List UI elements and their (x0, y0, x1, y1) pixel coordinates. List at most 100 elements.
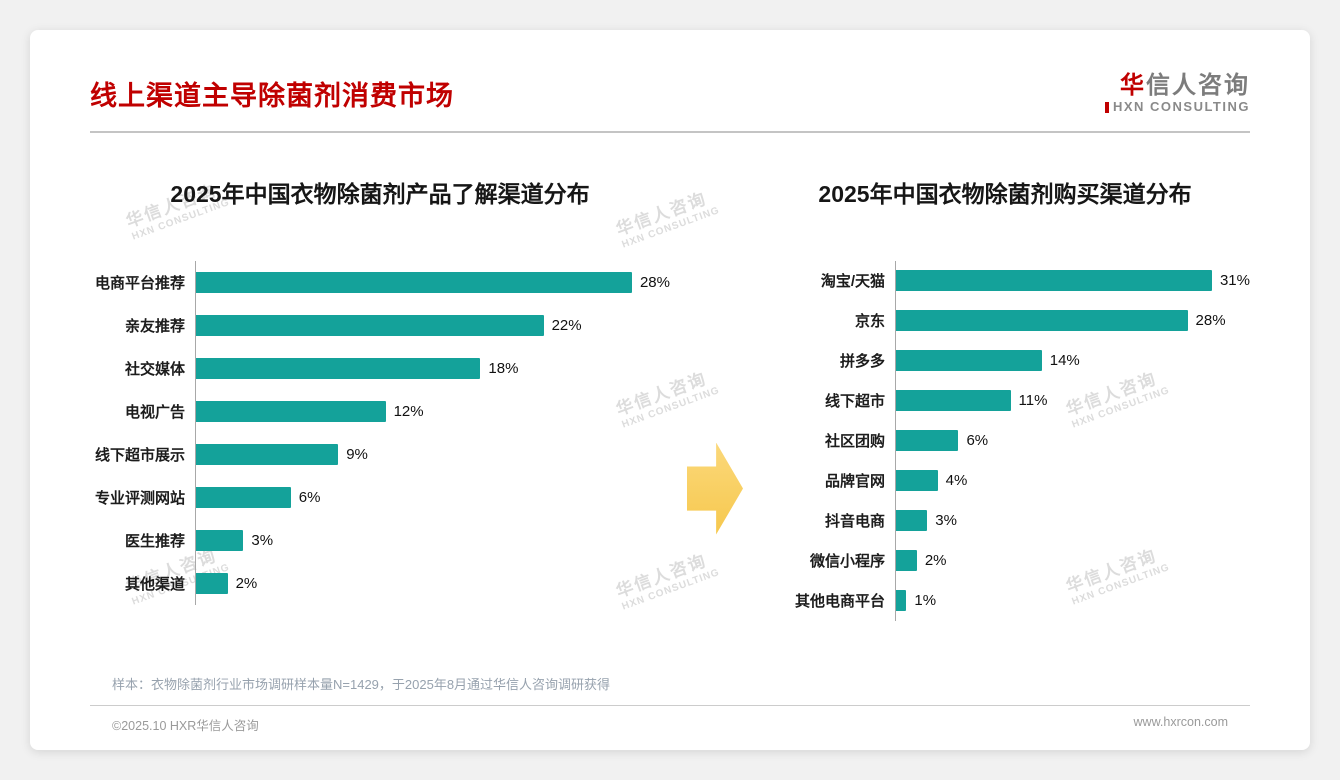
category-label: 京东 (854, 313, 885, 331)
logo-first-char: 华 (1120, 72, 1146, 99)
right-chart-bars: 淘宝/天猫 31% 京东 28% 拼多多 14% 线下超市 11% 社区团购 6% 品牌官网 4% 抖音… (760, 260, 1250, 621)
value-label: 22% (551, 316, 582, 334)
value-label: 6% (298, 488, 321, 506)
category-label: 电商平台推荐 (94, 274, 185, 292)
category-label: 淘宝/天猫 (820, 273, 885, 291)
bar (896, 510, 928, 532)
right-chart-title: 2025年中国衣物除菌剂购买渠道分布 (818, 180, 1192, 207)
bar-row: 京东 28% (760, 300, 1250, 341)
bar (196, 314, 544, 336)
bar (196, 486, 291, 508)
bar-row: 电视广告 12% (90, 389, 670, 433)
bar-row: 微信小程序 2% (760, 540, 1250, 581)
header-divider (90, 130, 1250, 133)
logo-english-text: HXN CONSULTING (1112, 98, 1250, 114)
left-chart-title: 2025年中国衣物除菌剂产品了解渠道分布 (170, 180, 590, 207)
bar-row: 电商平台推荐 28% (90, 260, 670, 304)
bar-row: 品牌官网 4% (760, 460, 1250, 501)
sample-footnote: 样本：衣物除菌剂行业市场调研样本量N=1429，于2025年8月通过华信人咨询调… (112, 677, 611, 692)
bar-track: 28% (895, 300, 1250, 341)
value-label: 1% (914, 592, 937, 610)
value-label: 28% (1195, 312, 1226, 330)
bar (896, 270, 1212, 292)
header: 线上渠道主导除菌剂消费市场 华信人咨询 HXN CONSULTING (90, 72, 1250, 115)
category-label: 微信小程序 (809, 553, 885, 571)
bar-track: 9% (195, 432, 670, 476)
right-arrow-icon (687, 442, 743, 535)
value-label: 9% (346, 445, 368, 463)
copyright-text: ©2025.10 HXR华信人咨询 (112, 719, 259, 733)
value-label: 3% (251, 531, 274, 549)
bar (196, 400, 386, 422)
category-label: 电视广告 (124, 403, 185, 421)
left-chart-bars: 电商平台推荐 28% 亲友推荐 22% 社交媒体 18% 电视广告 12% 线下超市展示 9% 专业… (90, 260, 670, 605)
bar-row: 专业评测网站 6% (90, 475, 670, 519)
footer: ©2025.10 HXR华信人咨询 www.hxrcon.com (90, 706, 1250, 734)
bar-row: 医生推荐 3% (90, 518, 670, 562)
category-label: 其他渠道 (124, 575, 185, 593)
bar-track: 14% (895, 340, 1250, 381)
bar-track: 6% (195, 475, 670, 519)
bar (896, 590, 907, 612)
bar-row: 其他电商平台 1% (760, 580, 1250, 621)
category-label: 亲友推荐 (124, 317, 185, 335)
value-label: 6% (966, 432, 989, 450)
bar-track: 4% (895, 460, 1250, 501)
bar (196, 357, 481, 379)
bar (196, 572, 228, 594)
bar-track: 22% (195, 303, 670, 347)
bar (896, 390, 1011, 412)
value-label: 31% (1219, 272, 1250, 290)
charts-section: 2025年中国衣物除菌剂产品了解渠道分布 电商平台推荐 28% 亲友推荐 22% 社交媒… (90, 175, 1250, 621)
value-label: 11% (1018, 392, 1048, 410)
bar-track: 31% (895, 260, 1250, 301)
bar (196, 529, 244, 551)
bar-track: 3% (195, 518, 670, 562)
value-label: 4% (945, 472, 968, 490)
bar-track: 6% (895, 420, 1250, 461)
bar (896, 310, 1188, 332)
bar-row: 亲友推荐 22% (90, 303, 670, 347)
category-label: 拼多多 (839, 353, 885, 371)
category-label: 社交媒体 (124, 360, 185, 378)
bar-track: 18% (195, 346, 670, 390)
bar-track: 28% (195, 260, 670, 304)
bar-row: 其他渠道 2% (90, 561, 670, 605)
bar-track: 1% (895, 580, 1250, 621)
value-label: 12% (393, 402, 424, 420)
bar (196, 271, 632, 293)
bar-track: 2% (195, 561, 670, 605)
footer-divider (90, 705, 1250, 706)
bar-row: 抖音电商 3% (760, 500, 1250, 541)
logo-red-mark-icon (1104, 101, 1109, 113)
bar (896, 470, 938, 492)
bar-track: 3% (895, 500, 1250, 541)
value-label: 14% (1049, 352, 1080, 370)
bar (896, 550, 917, 572)
category-label: 线下超市 (824, 393, 885, 411)
page-title: 线上渠道主导除菌剂消费市场 (90, 80, 454, 111)
category-label: 医生推荐 (124, 532, 185, 550)
company-logo: 华信人咨询 HXN CONSULTING (1104, 72, 1250, 115)
logo-english-name: HXN CONSULTING (1104, 98, 1250, 115)
category-label: 社区团购 (824, 433, 885, 451)
bar (896, 430, 959, 452)
value-label: 2% (924, 552, 947, 570)
slide-card: 华信人咨询 HXN CONSULTING 华信人咨询 HXN CONSULTIN… (30, 30, 1310, 750)
value-label: 18% (488, 359, 519, 377)
slide-content: 线上渠道主导除菌剂消费市场 华信人咨询 HXN CONSULTING 2025年… (30, 30, 1310, 750)
logo-chinese-name: 华信人咨询 (1105, 72, 1250, 100)
website-url: www.hxrcon.com (1133, 715, 1228, 729)
arrow-column (670, 175, 760, 621)
bar-row: 社区团购 6% (760, 420, 1250, 461)
bar-row: 线下超市展示 9% (90, 432, 670, 476)
category-label: 其他电商平台 (794, 593, 885, 611)
purchase-channel-chart: 2025年中国衣物除菌剂购买渠道分布 淘宝/天猫 31% 京东 28% 拼多多 14% 线下… (760, 175, 1250, 621)
bar-track: 2% (895, 540, 1250, 581)
bar (896, 350, 1042, 372)
category-label: 抖音电商 (824, 513, 885, 531)
value-label: 2% (235, 574, 258, 592)
bar-row: 淘宝/天猫 31% (760, 260, 1250, 301)
bar-track: 11% (895, 380, 1250, 421)
bar-row: 拼多多 14% (760, 340, 1250, 381)
